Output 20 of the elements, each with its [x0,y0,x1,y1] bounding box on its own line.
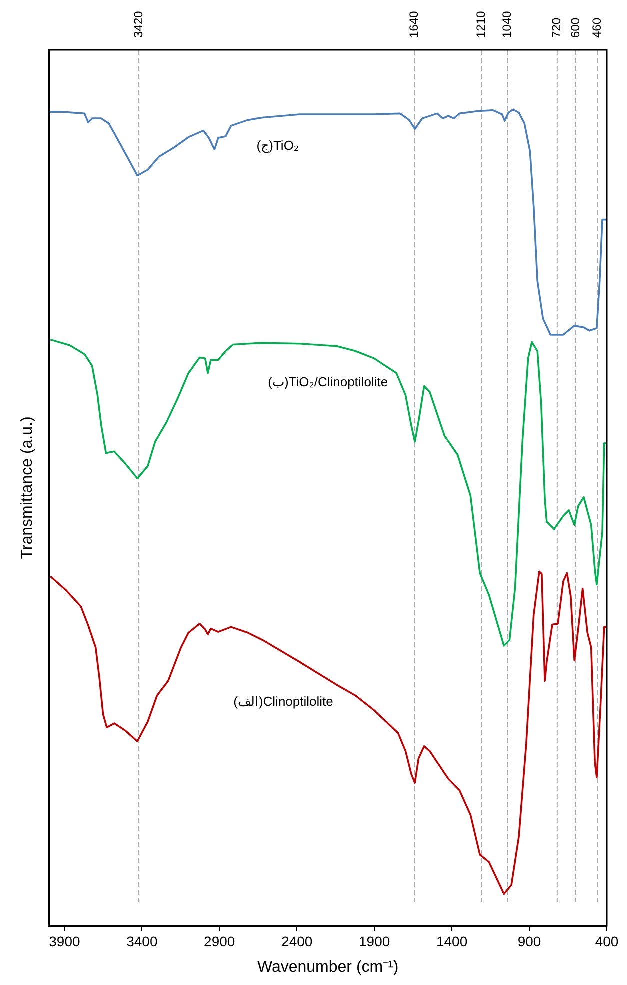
series-label: (ج)TiO₂ [256,138,299,154]
x-tick-label: 400 [595,933,619,950]
x-tick-label: 900 [518,933,542,950]
ref-line-label: 1210 [474,10,488,38]
ref-line-label: 600 [568,18,582,38]
series-label: (الف)Clinoptilolite [234,694,334,710]
x-tick-label: 3400 [126,933,158,950]
y-axis-title: Transmittance (a.u.) [19,416,36,560]
x-tick-label: 1900 [359,933,390,950]
ref-line-label: 1040 [500,10,514,38]
x-tick-label: 3900 [49,933,80,950]
x-tick-label: 2400 [282,933,313,950]
ref-line-label: 3420 [131,10,146,38]
x-axis-title: Wavenumber (cm⁻¹) [257,958,399,976]
x-tick-label: 1400 [436,933,468,950]
series-label: (ب)TiO₂/Clinoptilolite [268,374,388,390]
ref-line-label: 1640 [407,10,422,38]
x-tick-label: 2900 [204,933,236,950]
ref-line-label: 720 [550,18,564,38]
ref-line-label: 460 [590,18,604,38]
